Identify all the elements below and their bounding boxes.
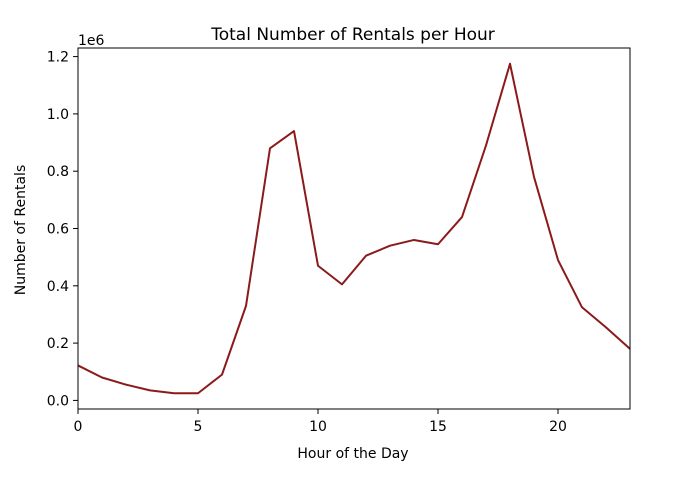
plot-area: 0 5 10 15 20 0.0 0.2 0.4 0.6 0.8 1.0 1.2 — [47, 47, 631, 435]
x-tick-label: 10 — [309, 419, 327, 435]
x-tick-label: 15 — [429, 419, 447, 435]
axes-frame — [77, 47, 631, 410]
y-tick-label: 0.4 — [47, 279, 69, 295]
y-tick-label: 0.0 — [47, 393, 69, 409]
x-tick-label: 5 — [194, 419, 203, 435]
x-axis-label: Hour of the Day — [297, 446, 408, 462]
y-tick-label: 1.0 — [47, 107, 69, 123]
y-axis-label: Number of Rentals — [13, 165, 29, 295]
y-tick-label: 1.2 — [47, 50, 69, 66]
x-tick-label: 0 — [74, 419, 83, 435]
x-tick-label: 20 — [549, 419, 567, 435]
y-tick-label: 0.8 — [47, 164, 69, 180]
y-tick-label: 0.6 — [47, 222, 69, 238]
series-line-0 — [77, 62, 631, 395]
y-tick-label: 0.2 — [47, 336, 69, 352]
chart-title: Total Number of Rentals per Hour — [210, 25, 495, 45]
y-offset-label: 1e6 — [78, 33, 105, 49]
